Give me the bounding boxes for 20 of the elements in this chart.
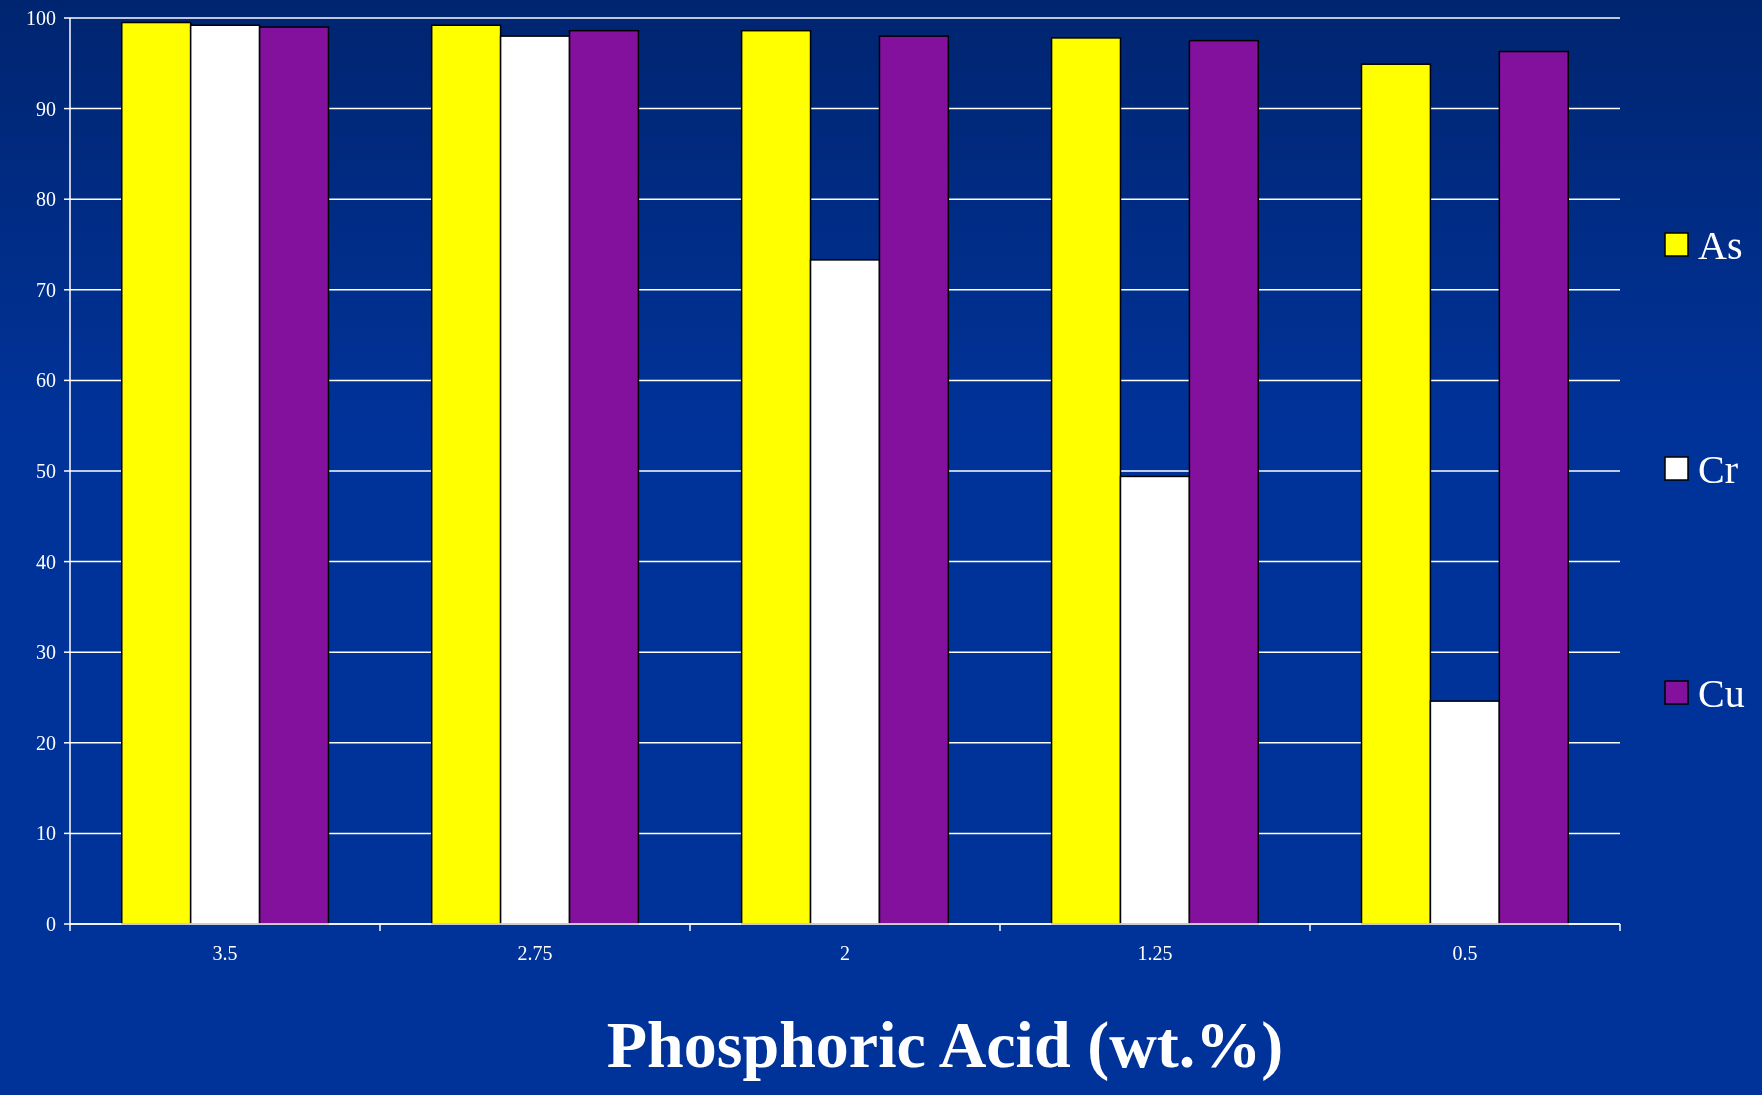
- x-axis-title: Phosphoric Acid (wt.%): [606, 1008, 1284, 1082]
- y-tick-label: 90: [36, 97, 56, 120]
- y-tick-label: 60: [36, 369, 56, 392]
- x-tick-label: 2.75: [517, 942, 553, 964]
- x-tick-label: 0.5: [1452, 942, 1478, 964]
- y-tick-label: 20: [36, 731, 56, 754]
- legend-label: Cr: [1698, 447, 1738, 492]
- y-tick-label: 50: [36, 460, 56, 482]
- y-tick-label: 70: [36, 278, 56, 301]
- x-tick-label: 1.25: [1137, 942, 1173, 964]
- y-tick-label: 80: [36, 188, 56, 211]
- x-tick-label: 3.5: [212, 942, 238, 964]
- y-tick-label: 10: [36, 822, 56, 845]
- y-tick-label: 0: [46, 913, 56, 935]
- legend-label: As: [1698, 223, 1743, 268]
- legend-label: Cu: [1698, 671, 1745, 716]
- y-tick-label: 30: [36, 641, 56, 664]
- y-tick-label: 100: [26, 7, 56, 29]
- x-tick-label: 2: [840, 942, 850, 964]
- y-tick-label: 40: [36, 550, 56, 573]
